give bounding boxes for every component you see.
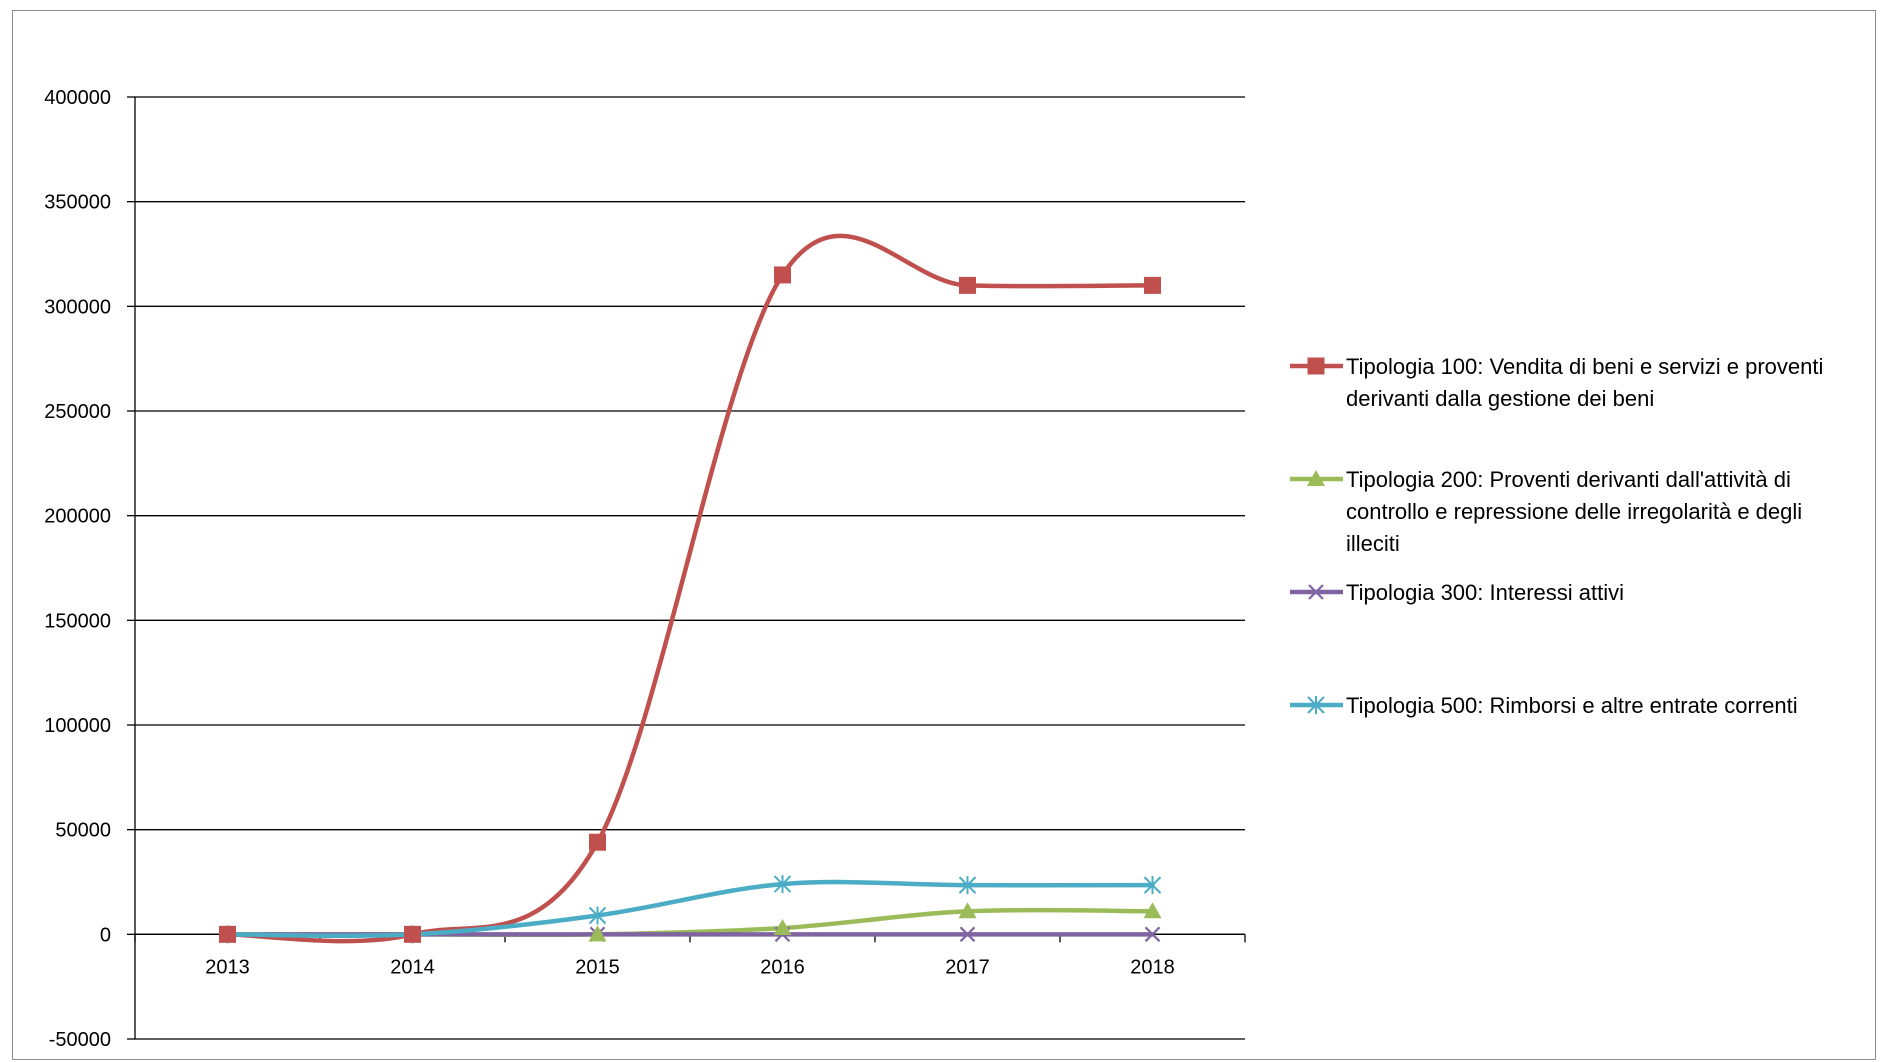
legend-label: Tipologia 200: Proventi derivanti dall'a… [1346,467,1791,492]
x-tick-label: 2014 [390,956,435,978]
x-tick-label: 2015 [575,956,620,978]
data-point-series-4 [1143,876,1162,895]
data-point-series-1 [589,833,606,851]
data-point-series-4 [773,875,792,894]
series-lines [225,233,1155,944]
data-point-series-4 [588,906,607,925]
y-tick-label: -50000 [49,1029,111,1051]
legend-label: derivanti dalla gestione dei beni [1346,386,1654,411]
y-tick-label: 350000 [44,192,111,214]
data-point-series-2 [773,919,792,936]
legend-label: controllo e repressione delle irregolari… [1346,499,1802,524]
legend: Tipologia 100: Vendita di beni e servizi… [1290,354,1823,718]
legend-label: Tipologia 300: Interessi attivi [1346,580,1624,605]
y-tick-label: 250000 [44,401,111,423]
y-tick-label: 150000 [44,610,111,632]
legend-marker-series-2 [1307,470,1325,486]
data-point-series-2 [1143,902,1162,919]
legend-marker-series-4 [1307,696,1325,714]
y-tick-label: 100000 [44,715,111,737]
x-tick-label: 2013 [205,956,250,978]
legend-label: Tipologia 100: Vendita di beni e servizi… [1346,354,1823,379]
series-line-4 [225,879,1155,938]
x-tick-labels: 2013 2014 2015 2016 2017 2018 [205,956,1175,978]
legend-label: Tipologia 500: Rimborsi e altre entrate … [1346,693,1798,718]
y-tick-label: 300000 [44,296,111,318]
y-tick-label: 50000 [55,820,111,842]
legend-label: illeciti [1346,531,1400,556]
y-tick-labels: 400000 350000 300000 250000 200000 150000 1000… [44,87,111,1051]
x-tick-label: 2018 [1130,956,1175,978]
legend-marker-series-1 [1307,357,1325,375]
data-point-series-1 [959,276,976,294]
data-point-series-2 [958,902,977,919]
data-point-series-1 [404,925,421,943]
legend-marker-series-3 [1308,584,1324,600]
series-markers [218,266,1162,944]
data-point-series-1 [219,925,236,943]
y-tick-label: 0 [100,924,111,946]
data-point-series-2 [588,925,607,942]
data-point-series-1 [774,266,791,284]
y-tick-label: 200000 [44,506,111,528]
data-point-series-3 [959,926,976,943]
series-line-1 [225,233,1155,944]
series-line-2 [225,907,1155,938]
data-point-series-4 [958,876,977,895]
x-tick-label: 2017 [945,956,990,978]
x-tick-label: 2016 [760,956,805,978]
data-point-series-3 [1144,926,1161,943]
data-point-series-1 [1144,276,1161,294]
y-tick-label: 400000 [44,87,111,109]
